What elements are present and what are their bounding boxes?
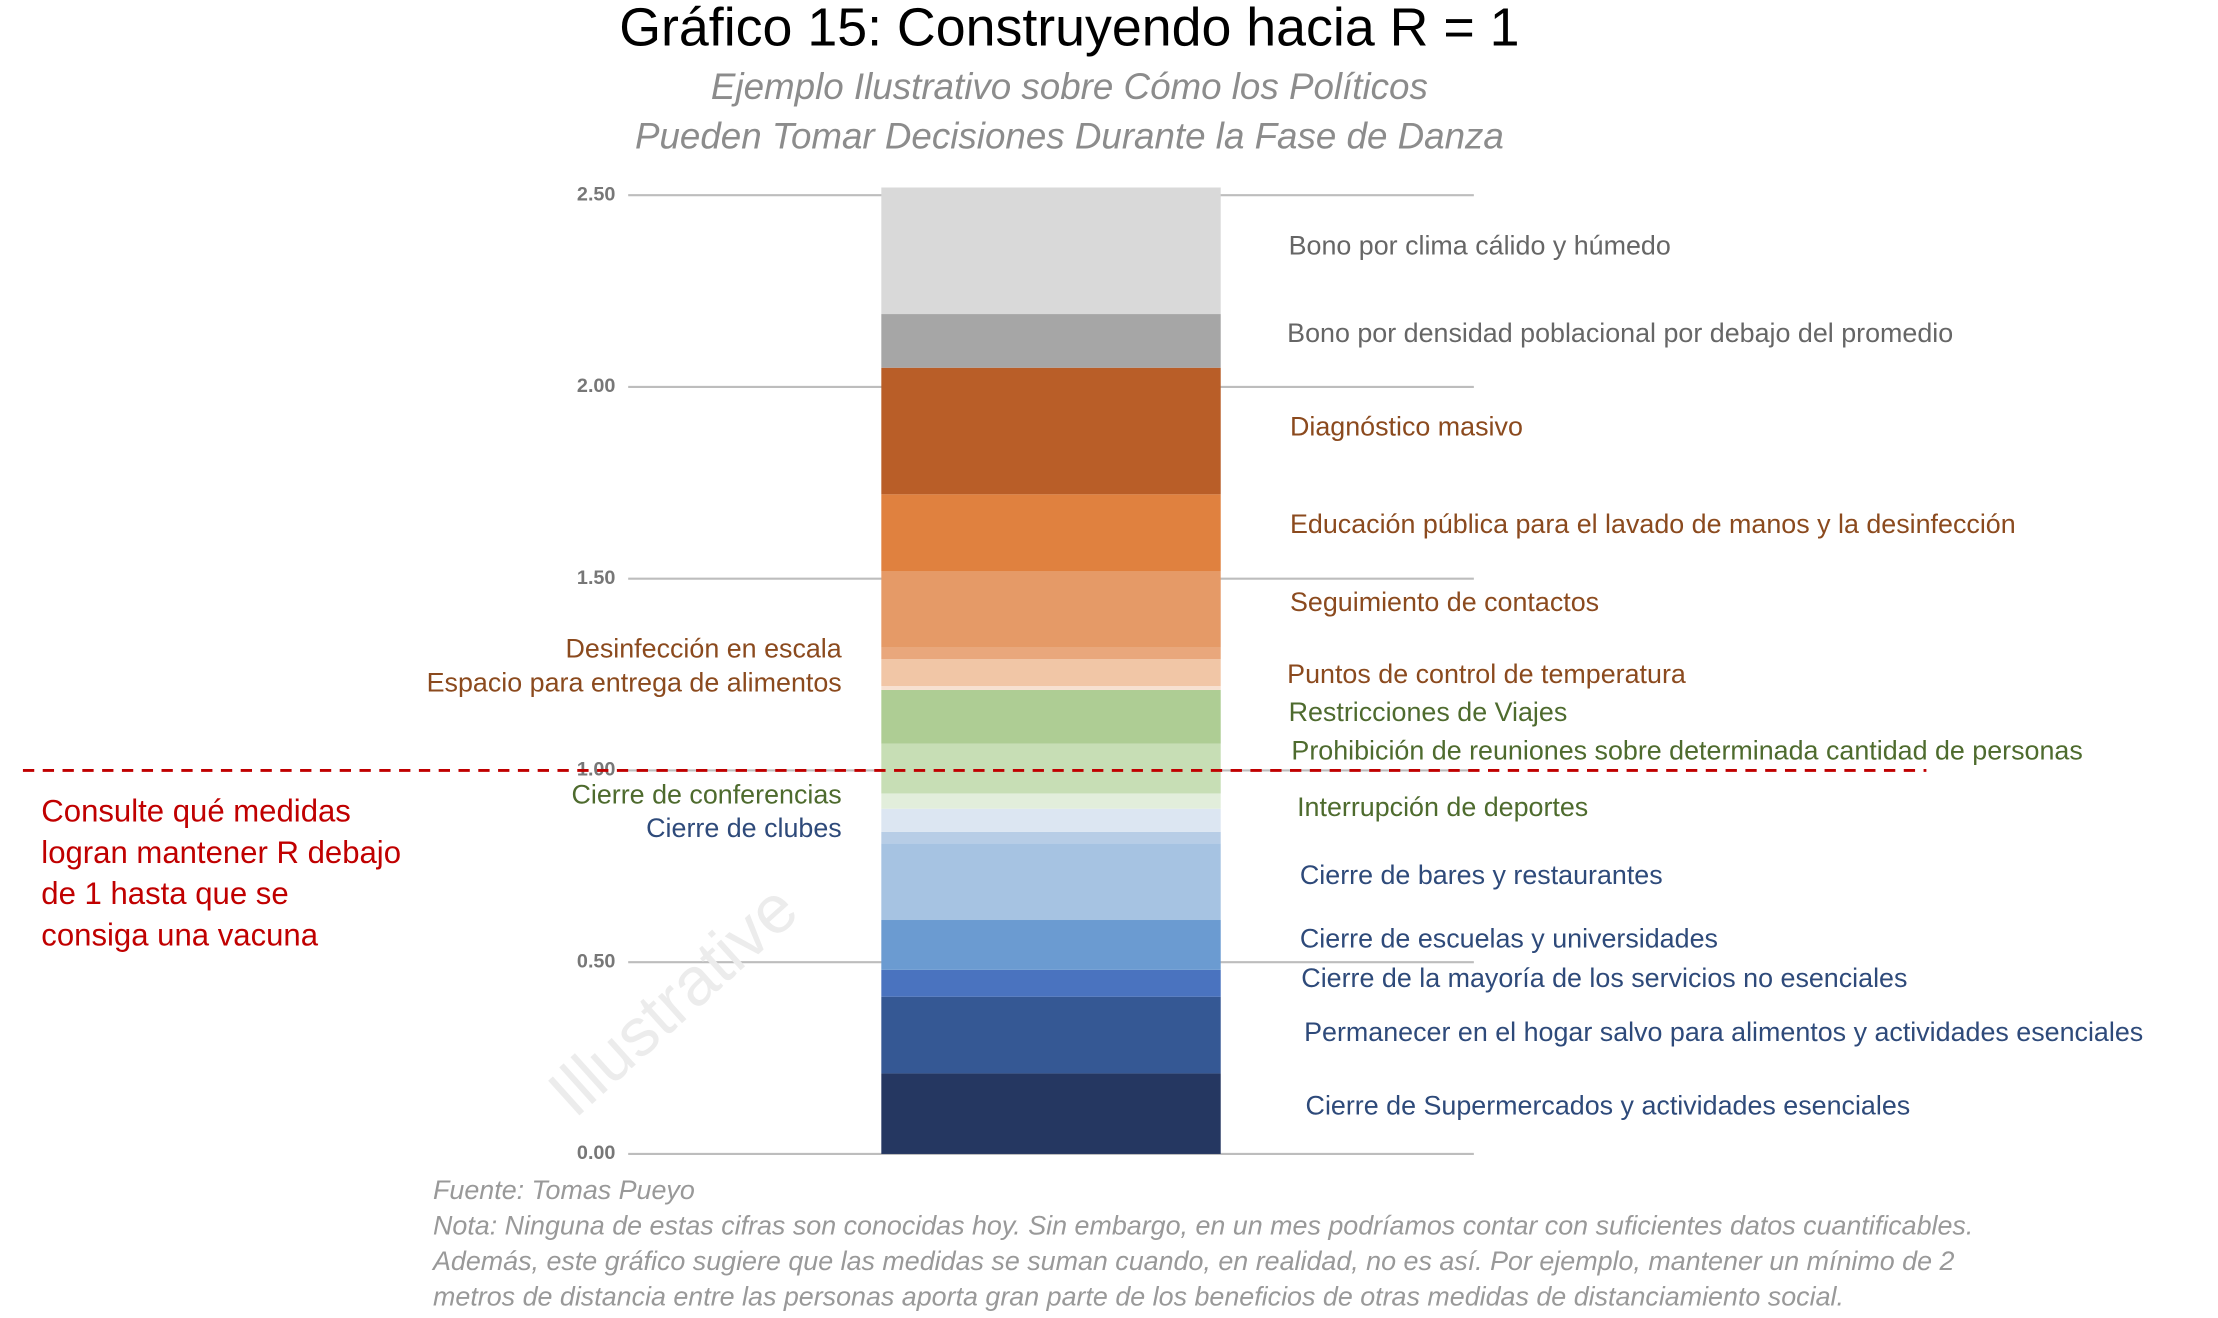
segment-label: Cierre de escuelas y universidades — [1300, 924, 1718, 954]
note: Nota: Ninguna de estas cifras son conoci… — [433, 1211, 1973, 1241]
bar-segment — [881, 996, 1221, 1074]
bar-segment — [881, 187, 1221, 315]
bar-segment — [881, 743, 1221, 794]
bar-segment — [881, 367, 1221, 495]
watermark: Illustrative — [535, 871, 812, 1131]
bar-segment — [881, 686, 1221, 690]
bar-segment — [881, 314, 1221, 368]
bar-segment — [881, 843, 1221, 921]
segment-label: Permanecer en el hogar salvo para alimen… — [1304, 1017, 2143, 1047]
bar-segment — [881, 831, 1221, 844]
segment-label: Puntos de control de temperatura — [1287, 659, 1686, 689]
bar-segment — [881, 571, 1221, 648]
segment-label: Cierre de conferencias — [571, 779, 841, 809]
segment-label: Prohibición de reuniones sobre determina… — [1291, 735, 2082, 765]
chart-title: Gráfico 15: Construyendo hacia R = 1 — [619, 0, 1519, 57]
segment-label: Seguimiento de contactos — [1290, 587, 1599, 617]
annotation: logran mantener R debajo — [41, 835, 401, 870]
bar-segment — [881, 793, 1221, 809]
y-tick-label: 2.00 — [577, 375, 616, 397]
y-tick-label: 0.00 — [577, 1142, 616, 1164]
segment-label: Educación pública para el lavado de mano… — [1290, 509, 2016, 539]
segment-label: Bono por clima cálido y húmedo — [1289, 231, 1671, 261]
bar-segment — [881, 494, 1221, 572]
segment-label: Desinfección en escala — [566, 634, 842, 664]
chart-subtitle: Pueden Tomar Decisiones Durante la Fase … — [635, 115, 1504, 156]
annotation: Consulte qué medidas — [41, 793, 351, 828]
segment-label: Interrupción de deportes — [1297, 792, 1588, 822]
y-tick-label: 0.50 — [577, 950, 616, 972]
bar-segment — [881, 808, 1221, 832]
segment-label: Bono por densidad poblacional por debajo… — [1287, 318, 1953, 348]
bar-segment — [881, 969, 1221, 997]
segment-label: Diagnóstico masivo — [1290, 412, 1523, 442]
bar-segment — [881, 1073, 1221, 1154]
bar-segment — [881, 647, 1221, 660]
segment-label: Cierre de la mayoría de los servicios no… — [1301, 963, 1907, 993]
bar-segment — [881, 689, 1221, 744]
plot: 0.00 0.50 1.00 1.50 2.00 2.50 Cierre de Superm… — [22, 183, 2143, 1164]
note: Además, este gráfico sugiere que las med… — [431, 1246, 1954, 1276]
y-tick-label: 2.50 — [577, 183, 616, 205]
segment-label: Espacio para entrega de alimentos — [427, 668, 842, 698]
annotation: consiga una vacuna — [41, 918, 318, 953]
bar-segment — [881, 920, 1221, 970]
segment-label: Cierre de Supermercados y actividades es… — [1306, 1090, 1911, 1120]
y-tick-label: 1.00 — [577, 759, 616, 781]
bar-segment — [881, 659, 1221, 687]
segment-label: Cierre de clubes — [646, 813, 842, 843]
segment-label: Restricciones de Viajes — [1289, 697, 1568, 727]
annotation: de 1 hasta que se — [41, 876, 288, 911]
source: Fuente: Tomas Pueyo — [433, 1175, 695, 1205]
note: metros de distancia entre las personas a… — [433, 1281, 1844, 1311]
chart-subtitle: Ejemplo Ilustrativo sobre Cómo los Polít… — [711, 66, 1428, 107]
y-tick-label: 1.50 — [577, 567, 616, 589]
segment-label: Cierre de bares y restaurantes — [1300, 860, 1663, 890]
